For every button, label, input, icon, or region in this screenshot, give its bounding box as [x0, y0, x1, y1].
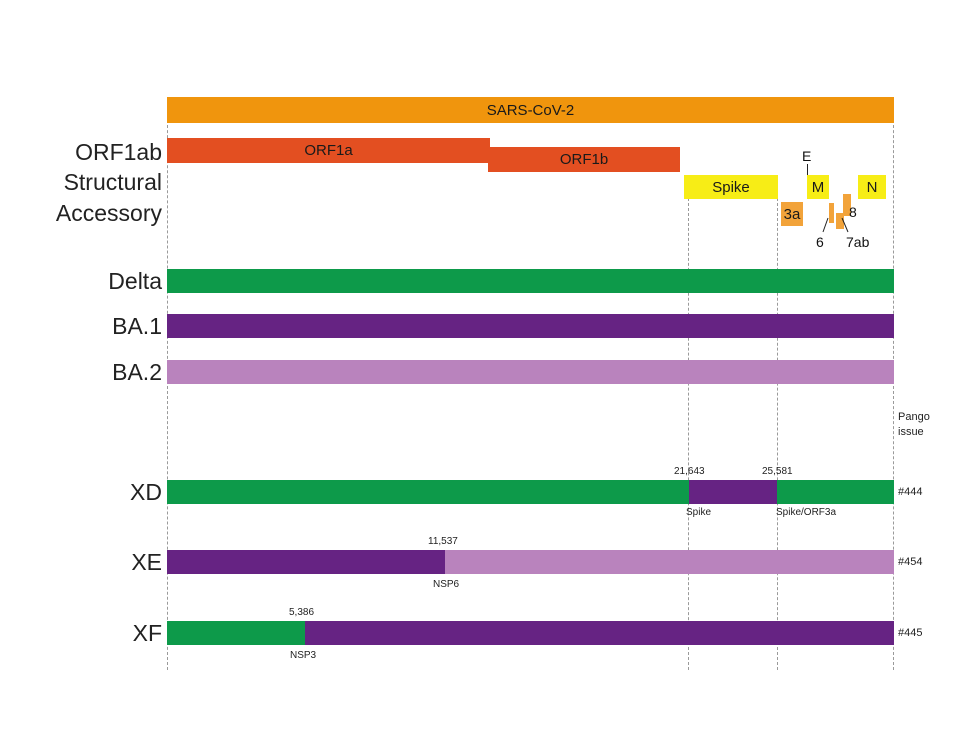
m-bar [807, 175, 829, 199]
spike-bar [684, 175, 778, 199]
row-label-ba1: BA.1 [112, 313, 162, 339]
spike-label: Spike [712, 178, 750, 196]
xd-delta-segment-1 [167, 480, 689, 504]
xe-region: NSP6 [433, 579, 460, 590]
xd-pango-issue: #444 [898, 486, 923, 498]
row-label-orf1ab: ORF1ab [75, 139, 162, 165]
orf1a-label: ORF1a [304, 142, 353, 159]
orf8-bar [843, 194, 851, 216]
xf-pango-issue: #445 [898, 627, 923, 639]
xd-region-2: Spike/ORF3a [776, 507, 837, 518]
xe-ba1-segment [167, 550, 445, 574]
orf3a-bar [781, 202, 803, 226]
orf8-label: 8 [849, 204, 857, 220]
xd-delta-segment-2 [777, 480, 894, 504]
orf1b-label: ORF1b [559, 151, 609, 168]
xe-ba2-segment [445, 550, 894, 574]
row-label-xe: XE [131, 549, 162, 575]
n-label: N [866, 178, 878, 196]
row-label-structural: Structural [63, 169, 162, 195]
n-bar [858, 175, 886, 199]
pango-issue-header: Pango issue [898, 411, 930, 438]
ba2-bar [167, 360, 894, 384]
orf6-label: 6 [816, 234, 824, 250]
genome-start-guide [167, 110, 168, 670]
row-label-accessory: Accessory [55, 200, 162, 226]
spike-end-guide [777, 198, 778, 670]
xd-breakpoint-2: 25,581 [762, 466, 793, 477]
orf6-bar [829, 203, 834, 223]
row-label-ba2: BA.2 [112, 359, 162, 385]
xd-breakpoint-1: 21,643 [674, 466, 705, 477]
xf-ba1-segment [305, 621, 894, 645]
ba1-bar [167, 314, 894, 338]
genome-end-guide [893, 110, 894, 670]
genome-bar [167, 97, 894, 123]
xf-delta-segment [167, 621, 305, 645]
e-gene-label: E [802, 148, 812, 164]
orf1a-bar [167, 138, 490, 163]
e-gene-marker [807, 164, 808, 177]
row-label-delta: Delta [108, 268, 162, 294]
xd-region-1: Spike [686, 507, 712, 518]
orf7ab-label: 7ab [846, 234, 870, 250]
m-label: M [811, 178, 825, 196]
xf-breakpoint: 5,386 [289, 607, 315, 618]
xe-breakpoint: 11,537 [428, 536, 458, 547]
row-label-xf: XF [132, 620, 162, 646]
orf7ab-bar [836, 213, 844, 229]
xd-ba1-segment [689, 480, 777, 504]
genome-label: SARS-CoV-2 [486, 101, 575, 119]
xf-region: NSP3 [290, 650, 317, 661]
delta-bar [167, 269, 894, 293]
spike-start-guide [688, 198, 689, 670]
orf3a-label: 3a [783, 205, 801, 223]
accessory-leader-lines [822, 217, 849, 233]
row-label-xd: XD [130, 479, 162, 505]
xe-pango-issue: #454 [898, 556, 923, 568]
orf1b-bar [488, 147, 680, 172]
